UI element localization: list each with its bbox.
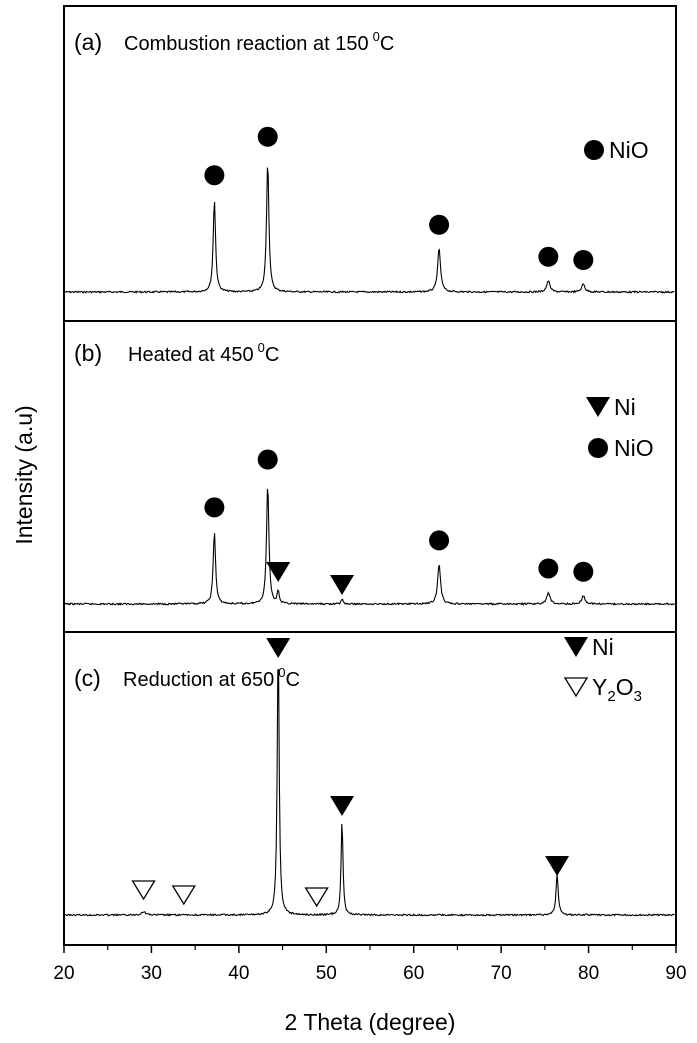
peak-marker-circle (429, 214, 450, 235)
peak-marker-triangle-filled (266, 638, 291, 658)
x-tick-label: 30 (141, 963, 162, 984)
x-tick-label: 40 (228, 963, 249, 984)
legend-marker-triangle-filled (564, 637, 588, 657)
x-tick-label: 50 (316, 963, 337, 984)
legend-marker-circle (588, 438, 608, 458)
legend-label: NiO (609, 137, 649, 163)
peak-marker-triangle-open (171, 885, 196, 906)
peak-marker-triangle-filled (545, 856, 570, 876)
legend-label: NiO (614, 435, 654, 461)
panel-a: (a) Combustion reaction at 150 0C NiO (64, 29, 675, 294)
peak-marker-triangle-filled (266, 562, 291, 582)
peak-marker-circle (257, 126, 278, 147)
y-axis-title: Intensity (a.u) (11, 405, 37, 544)
peak-marker-triangle-filled (330, 796, 355, 816)
xrd-pattern-b (64, 488, 675, 606)
legend-marker-circle (584, 140, 604, 160)
panel-title-a: (a) Combustion reaction at 150 0C (74, 29, 394, 55)
x-tick-label: 20 (53, 963, 74, 984)
x-tick-label: 80 (578, 963, 599, 984)
peak-marker-circle (573, 561, 594, 582)
peak-marker-triangle-filled (330, 575, 355, 595)
panel-title-c: (c) Reduction at 650 0C (74, 665, 300, 691)
peak-marker-triangle-open (131, 880, 156, 901)
x-axis-title: 2 Theta (degree) (285, 1009, 456, 1035)
x-tick-label: 90 (665, 963, 686, 984)
x-tick-label: 60 (403, 963, 424, 984)
legend-marker-triangle-filled (586, 397, 610, 417)
peak-marker-circle (573, 250, 594, 270)
peak-marker-circle (538, 246, 559, 267)
x-axis: 20 30 40 50 60 70 80 90 (53, 945, 687, 984)
peak-marker-circle (538, 558, 559, 579)
legend-marker-triangle-open (563, 677, 589, 698)
x-tick-label: 70 (491, 963, 512, 984)
peak-marker-circle (429, 530, 450, 551)
peak-marker-circle (257, 449, 278, 470)
panel-title-b: (b) Heated at 450 0C (74, 340, 279, 366)
peak-marker-circle (204, 497, 225, 518)
xrd-pattern-c (64, 668, 675, 917)
xrd-pattern-a (64, 167, 675, 294)
legend-label: Ni (592, 634, 614, 660)
legend-label: Y2O3 (592, 674, 642, 705)
peak-marker-triangle-open (304, 887, 329, 908)
panel-c: (c) Reduction at 650 0C Ni Y2O3 (64, 634, 675, 917)
panel-b: (b) Heated at 450 0C Ni NiO (64, 340, 675, 606)
peak-marker-circle (204, 165, 225, 186)
legend-label: Ni (614, 394, 636, 420)
